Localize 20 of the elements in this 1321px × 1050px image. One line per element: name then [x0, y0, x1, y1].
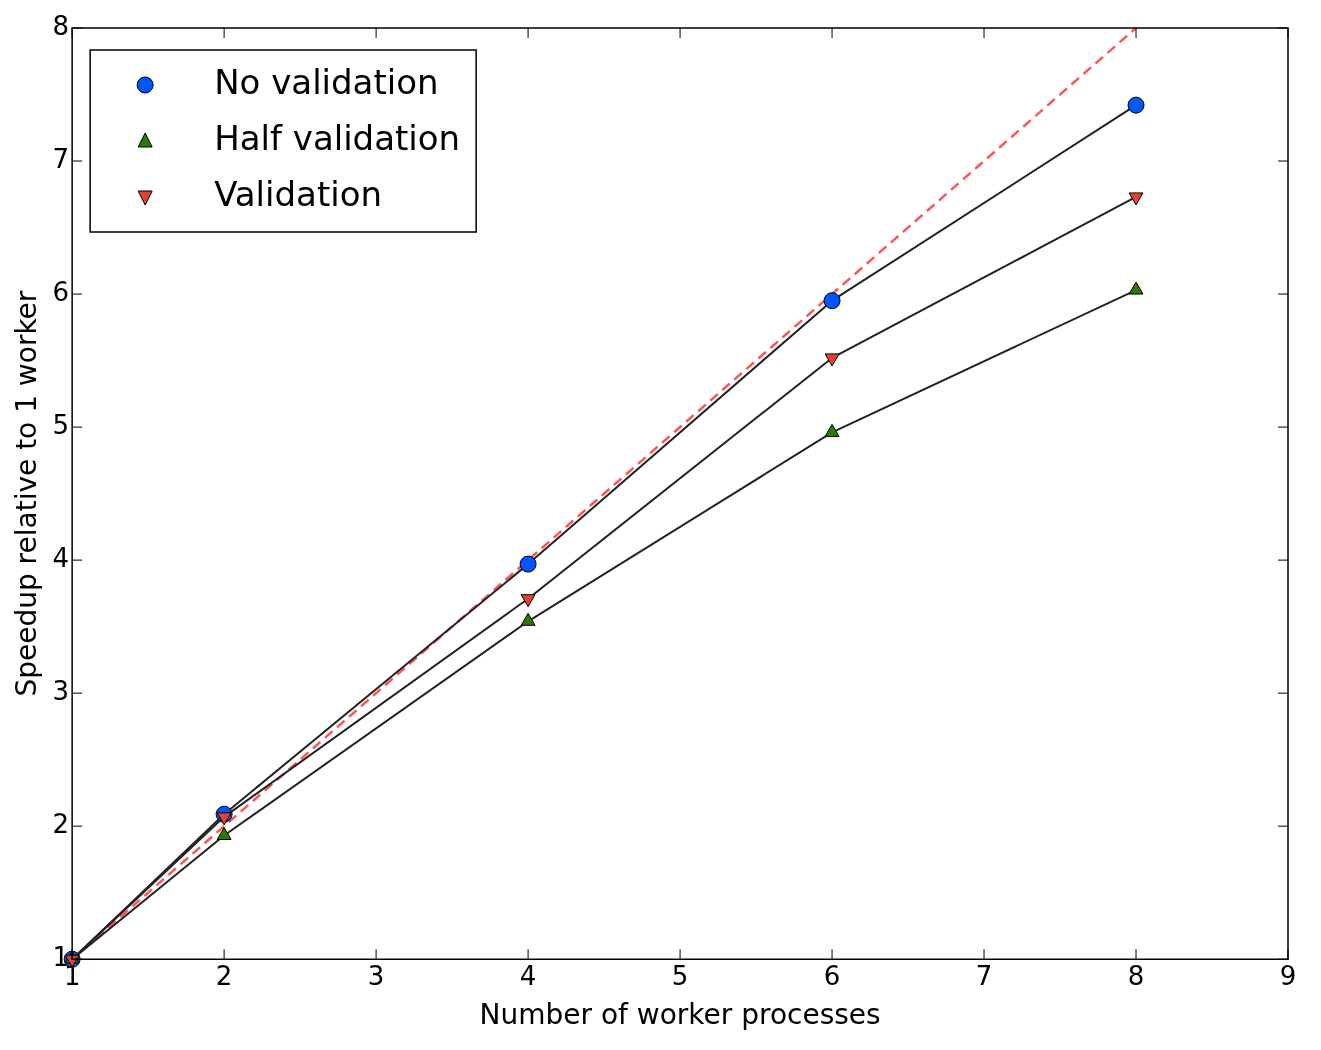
x-tick-label: 5 [671, 960, 689, 991]
y-axis-title: Speedup relative to 1 worker [10, 290, 44, 697]
x-tick-label: 6 [823, 960, 841, 991]
x-axis-title: Number of worker processes [479, 998, 881, 1032]
x-tick-label: 2 [215, 960, 233, 991]
x-tick-label: 4 [519, 960, 537, 991]
x-tick-label: 8 [1127, 960, 1145, 991]
y-tick-label: 8 [52, 10, 70, 41]
y-tick-label: 3 [52, 675, 70, 706]
x-tick-label: 3 [367, 960, 385, 991]
y-tick-label: 7 [52, 143, 70, 174]
legend-label: Half validation [214, 117, 461, 158]
legend-label: Validation [214, 173, 383, 214]
y-tick-label: 4 [52, 542, 70, 573]
x-tick-label: 7 [975, 960, 993, 991]
legend-label: No validation [214, 61, 439, 102]
x-tick-label: 9 [1279, 960, 1297, 991]
y-tick-label: 5 [52, 409, 70, 440]
y-tick-label: 6 [52, 276, 70, 307]
y-tick-label: 2 [52, 808, 70, 839]
